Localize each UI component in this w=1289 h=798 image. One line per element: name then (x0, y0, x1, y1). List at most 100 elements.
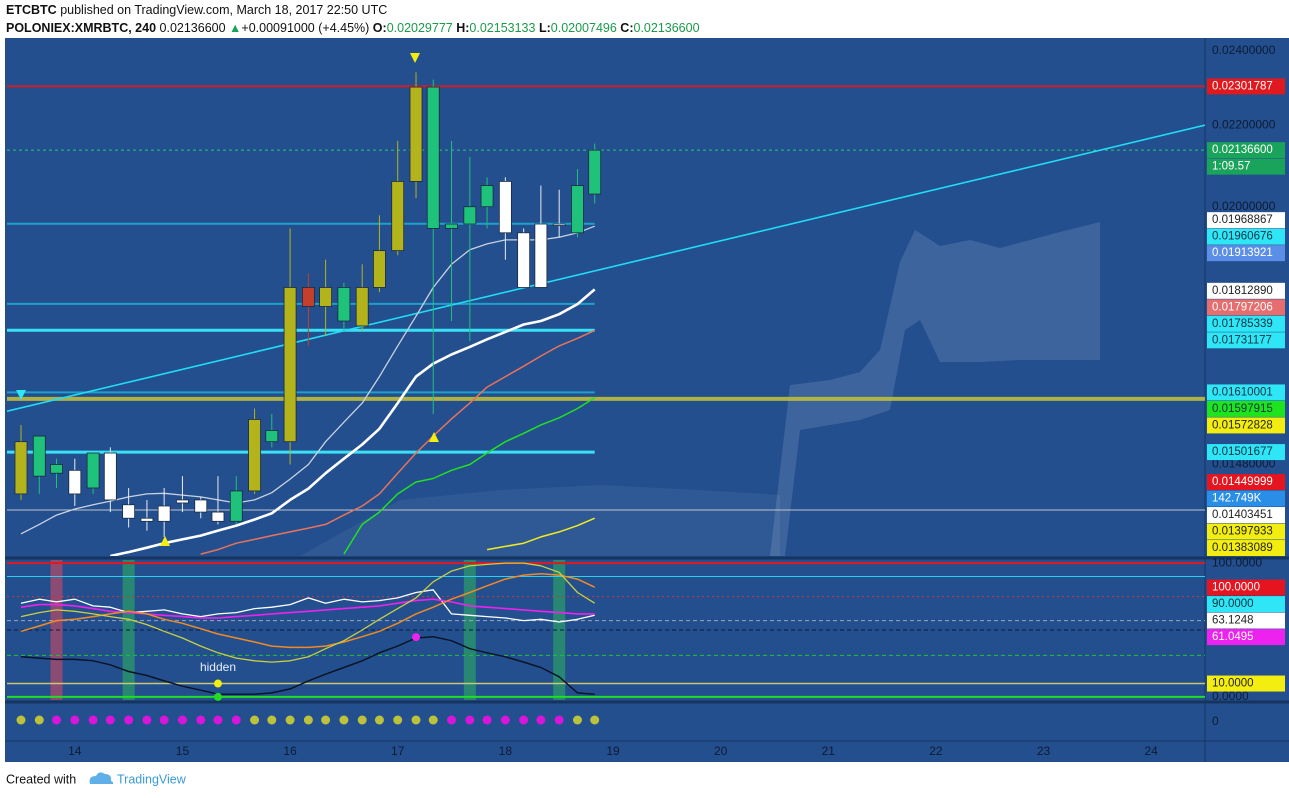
brand[interactable]: TradingView (117, 772, 187, 786)
candle-body (409, 86, 423, 182)
signal-dot (124, 715, 134, 725)
open-label: O: (373, 21, 387, 35)
cloud-area (300, 485, 780, 556)
candle-body (68, 469, 82, 495)
signal-dot (428, 715, 438, 725)
symbol-line: POLONIEX:XMRBTC, 240 0.02136600 ▲+0.0009… (6, 21, 700, 35)
indicator-line (20, 573, 596, 649)
price-tag-label: 0.01397933 (1212, 526, 1273, 538)
main-pane (7, 72, 1205, 556)
indicator-line (20, 562, 596, 663)
change: +0.00091000 (+4.45%) (241, 21, 369, 35)
price-tag-label: 90.0000 (1212, 598, 1254, 610)
indicator-line (20, 635, 595, 695)
price-tag (1207, 629, 1285, 646)
candle-body (140, 517, 154, 522)
signal-dot (142, 715, 152, 725)
candle-body (50, 464, 63, 474)
price-tag-label: 1:09.57 (1212, 161, 1250, 173)
brand-logo (89, 772, 114, 784)
price-tag-label: 0.01960676 (1212, 231, 1273, 243)
signal-dot (285, 715, 295, 725)
price-tag (1207, 507, 1285, 524)
signal-dot (321, 715, 331, 725)
header-line: ETCBTC published on TradingView.com, Mar… (6, 3, 387, 17)
signal-dot (303, 715, 313, 725)
indicator-pane (7, 560, 1205, 700)
signal-dot (554, 715, 564, 725)
y-tick-label: 0.01480000 (1212, 457, 1276, 471)
candle-body (283, 287, 297, 443)
candle-body (445, 223, 458, 229)
price-tag (1207, 400, 1285, 417)
signal-dot (88, 715, 98, 725)
x-tick-label: 17 (391, 744, 405, 758)
signal-point (213, 679, 222, 688)
indicator-line (486, 517, 595, 551)
price-tag-label: 142.749K (1212, 493, 1262, 505)
price-tag-label: 0.01610001 (1212, 386, 1273, 398)
price-tag (1207, 444, 1285, 461)
price-tag-label: 0.01383089 (1212, 542, 1273, 554)
price-tag (1207, 579, 1285, 596)
candle-body (391, 181, 405, 252)
price-tag (1207, 612, 1285, 629)
y-tick-label: 0 (1212, 714, 1219, 728)
candle-body (32, 435, 46, 477)
price-tag (1207, 675, 1285, 692)
signal-dot (500, 715, 510, 725)
signal-marker (16, 390, 26, 400)
price-tag-label: 0.01501677 (1212, 446, 1273, 458)
price-tag-label: 0.01785339 (1212, 318, 1273, 330)
cloud (300, 222, 1100, 556)
y-tick-label: 0.02200000 (1212, 117, 1276, 131)
indicator-line (110, 288, 596, 556)
y-tick-label: 0.02400000 (1212, 43, 1276, 57)
price-tag (1207, 158, 1285, 175)
signal-dot (536, 715, 546, 725)
candle-body (480, 185, 494, 208)
candle-body (498, 181, 512, 234)
candle-body (157, 505, 171, 522)
price-tag-label: 0.01597915 (1212, 403, 1273, 415)
candle-body (265, 430, 279, 443)
candle-body (319, 287, 333, 307)
candle-body (463, 206, 477, 225)
x-tick-label: 18 (499, 744, 513, 758)
indicator-line (200, 329, 596, 555)
price-tag-label: 100.0000 (1212, 582, 1260, 594)
signal-dot (374, 715, 384, 725)
price-tag (1207, 282, 1285, 299)
close-label: C: (620, 21, 633, 35)
candle-body (122, 504, 136, 519)
signal-dot (339, 715, 349, 725)
price-tag-label: 10.0000 (1212, 678, 1254, 690)
candle-body (229, 490, 243, 522)
indicator-line (20, 598, 595, 619)
signal-dot (177, 715, 187, 725)
price-tag (1207, 523, 1285, 540)
candle-body (211, 511, 225, 522)
high-label: H: (456, 21, 469, 35)
price-tag (1207, 78, 1285, 95)
price-tag-label: 0.01968867 (1212, 214, 1273, 226)
price-tag (1207, 142, 1285, 159)
price-tag (1207, 299, 1285, 316)
signal-dot (52, 715, 62, 725)
low: 0.02007496 (551, 21, 617, 35)
signal-dot (213, 715, 223, 725)
indicator-line (343, 397, 596, 555)
signal-dot (590, 715, 600, 725)
price-tag (1207, 212, 1285, 229)
open: 0.02029777 (387, 21, 453, 35)
price-tag-label: 63.1248 (1212, 615, 1254, 627)
signal-marker (429, 432, 439, 442)
symbol: POLONIEX:XMRBTC, 240 (6, 21, 156, 35)
up-arrow: ▲ (229, 21, 241, 35)
price-tag-label: 0.02301787 (1212, 80, 1273, 92)
price-tag-label: 0.01572828 (1212, 419, 1273, 431)
price-tag-label: 0.01812890 (1212, 285, 1273, 297)
price-tag (1207, 596, 1285, 613)
last-price: 0.02136600 (160, 21, 226, 35)
price-tag (1207, 332, 1285, 349)
